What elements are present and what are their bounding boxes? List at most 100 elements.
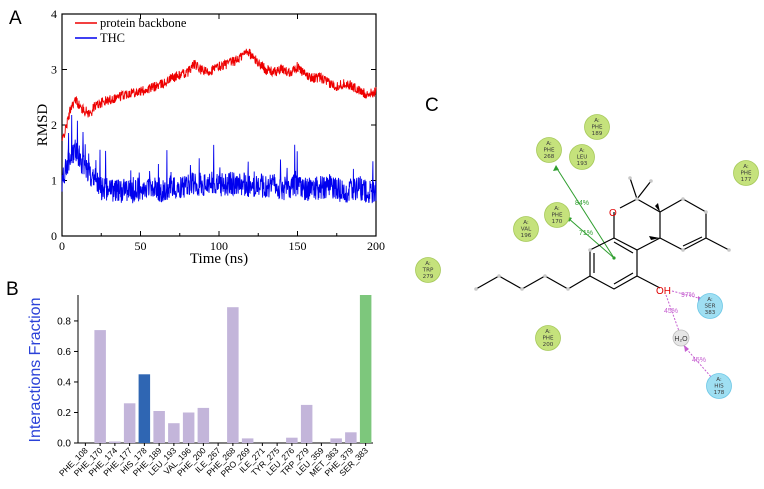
residue-name: PHE (542, 336, 554, 342)
residue-name: HIS (714, 384, 724, 390)
bar-pro-269 (241, 438, 254, 443)
h-dot (543, 274, 547, 278)
methyl-2 (636, 180, 652, 200)
residue-number: 189 (592, 131, 603, 137)
ligand-interaction-diagram: 84% 71% 97% 45% 45% (415, 114, 759, 399)
residue-number: 268 (544, 154, 555, 160)
bar-phe-189 (153, 411, 165, 443)
rmsd-x-axis-label: Time (ns) (190, 251, 248, 267)
bar-y-tick-label: 0.2 (57, 408, 71, 419)
bar-leu-276 (286, 437, 298, 443)
residue-chain: A: (743, 164, 749, 170)
bar-phe-268 (227, 307, 239, 443)
bond-gem-c (636, 198, 661, 213)
pct-label-45a: 45% (664, 308, 678, 315)
residue-chain: A: (716, 377, 722, 383)
rmsd-plot-frame (61, 13, 377, 237)
residue-number: 177 (741, 177, 752, 183)
h-dot (628, 176, 632, 180)
hydroxyl-atom-label: OH (656, 286, 671, 297)
aromatic-double-bond-3 (613, 272, 634, 285)
bar-y-tick-label: 0.4 (57, 377, 71, 388)
bar-ser-383 (359, 295, 372, 443)
bond-cyc-5 (659, 237, 684, 251)
residue-circle (569, 144, 595, 170)
methyl-cyc (705, 237, 730, 251)
residue-number: 383 (705, 310, 716, 316)
residue-number: 196 (521, 233, 532, 239)
bar-phe-200 (197, 407, 210, 443)
pi-line-phe170 (567, 217, 615, 259)
rmsd-y-axis-label: RMSD (35, 104, 51, 147)
residue-circle (415, 257, 441, 283)
bar-val-196 (182, 412, 195, 443)
arrow-head-phe268 (553, 165, 559, 171)
bar-y-tick-label: 0.0 (57, 439, 71, 450)
residue-name: PHE (543, 148, 555, 154)
hydrogen-dots (474, 176, 731, 291)
rmsd-y-tick-label: 1 (51, 174, 57, 188)
rmsd-legend: protein backbone THC (75, 16, 187, 45)
water-circle (672, 329, 690, 347)
aromatic-ring (589, 237, 638, 290)
pct-label-84: 84% (575, 200, 589, 207)
pct-label-45b: 45% (692, 357, 706, 364)
pentyl-4 (498, 275, 523, 290)
residue-circle (535, 325, 561, 351)
interactions-chart: 0.00.20.40.60.8 PHE_108PHE_170PHE_174PHE… (27, 295, 373, 479)
residue-chain: A: (579, 148, 585, 154)
residue-chain: A: (523, 220, 529, 226)
bond-cyc-4 (682, 237, 707, 251)
h-dot (649, 179, 653, 183)
water-molecule: H₂O (672, 329, 690, 347)
pentyl-2 (544, 275, 569, 290)
bond-c-oh (636, 275, 661, 289)
pct-label-71: 71% (579, 230, 593, 237)
pentyl-3 (521, 275, 546, 290)
residue-number: 193 (577, 161, 588, 167)
bar-y-tick-label: 0.6 (57, 347, 71, 358)
legend-label-thc: THC (100, 31, 125, 45)
residue-name: PHE (551, 213, 563, 219)
h-dot (497, 274, 501, 278)
panel-label-a: A (9, 8, 22, 29)
residue-chain: A: (594, 118, 600, 124)
residue-chain: A: (554, 206, 560, 212)
rmsd-y-tick-label: 0 (51, 229, 57, 243)
rmsd-x-tick-label: 150 (289, 239, 307, 253)
residue-circle (697, 293, 723, 319)
h-dot (588, 248, 592, 252)
h-dot (681, 197, 685, 201)
bond-cyc-4-double (682, 236, 703, 247)
series-line-protein-backbone (61, 48, 377, 142)
rmsd-y-tick-label: 2 (51, 118, 57, 132)
residue-circle (706, 373, 732, 399)
hbond-water-his178 (683, 345, 713, 379)
bond-cyc-1 (659, 198, 684, 213)
h-dot (474, 287, 478, 291)
arrow-head-water (684, 345, 689, 352)
hbond-oh-water (665, 294, 680, 332)
bar-phe-174 (109, 441, 121, 443)
residue-circle (536, 137, 562, 163)
h-dot (727, 248, 731, 252)
bar-phe-379 (345, 432, 357, 443)
hbond-oh-ser383 (671, 290, 703, 300)
residue-circle (544, 202, 570, 228)
residue-name: PHE (740, 171, 752, 177)
pentyl-1 (567, 275, 591, 290)
ring-centroid (612, 256, 616, 260)
aromatic-double-bond-2 (613, 241, 634, 254)
bar-y-tick-label: 0.8 (57, 316, 71, 327)
residue-chain: A: (546, 141, 552, 147)
series-line-thc (61, 114, 377, 204)
